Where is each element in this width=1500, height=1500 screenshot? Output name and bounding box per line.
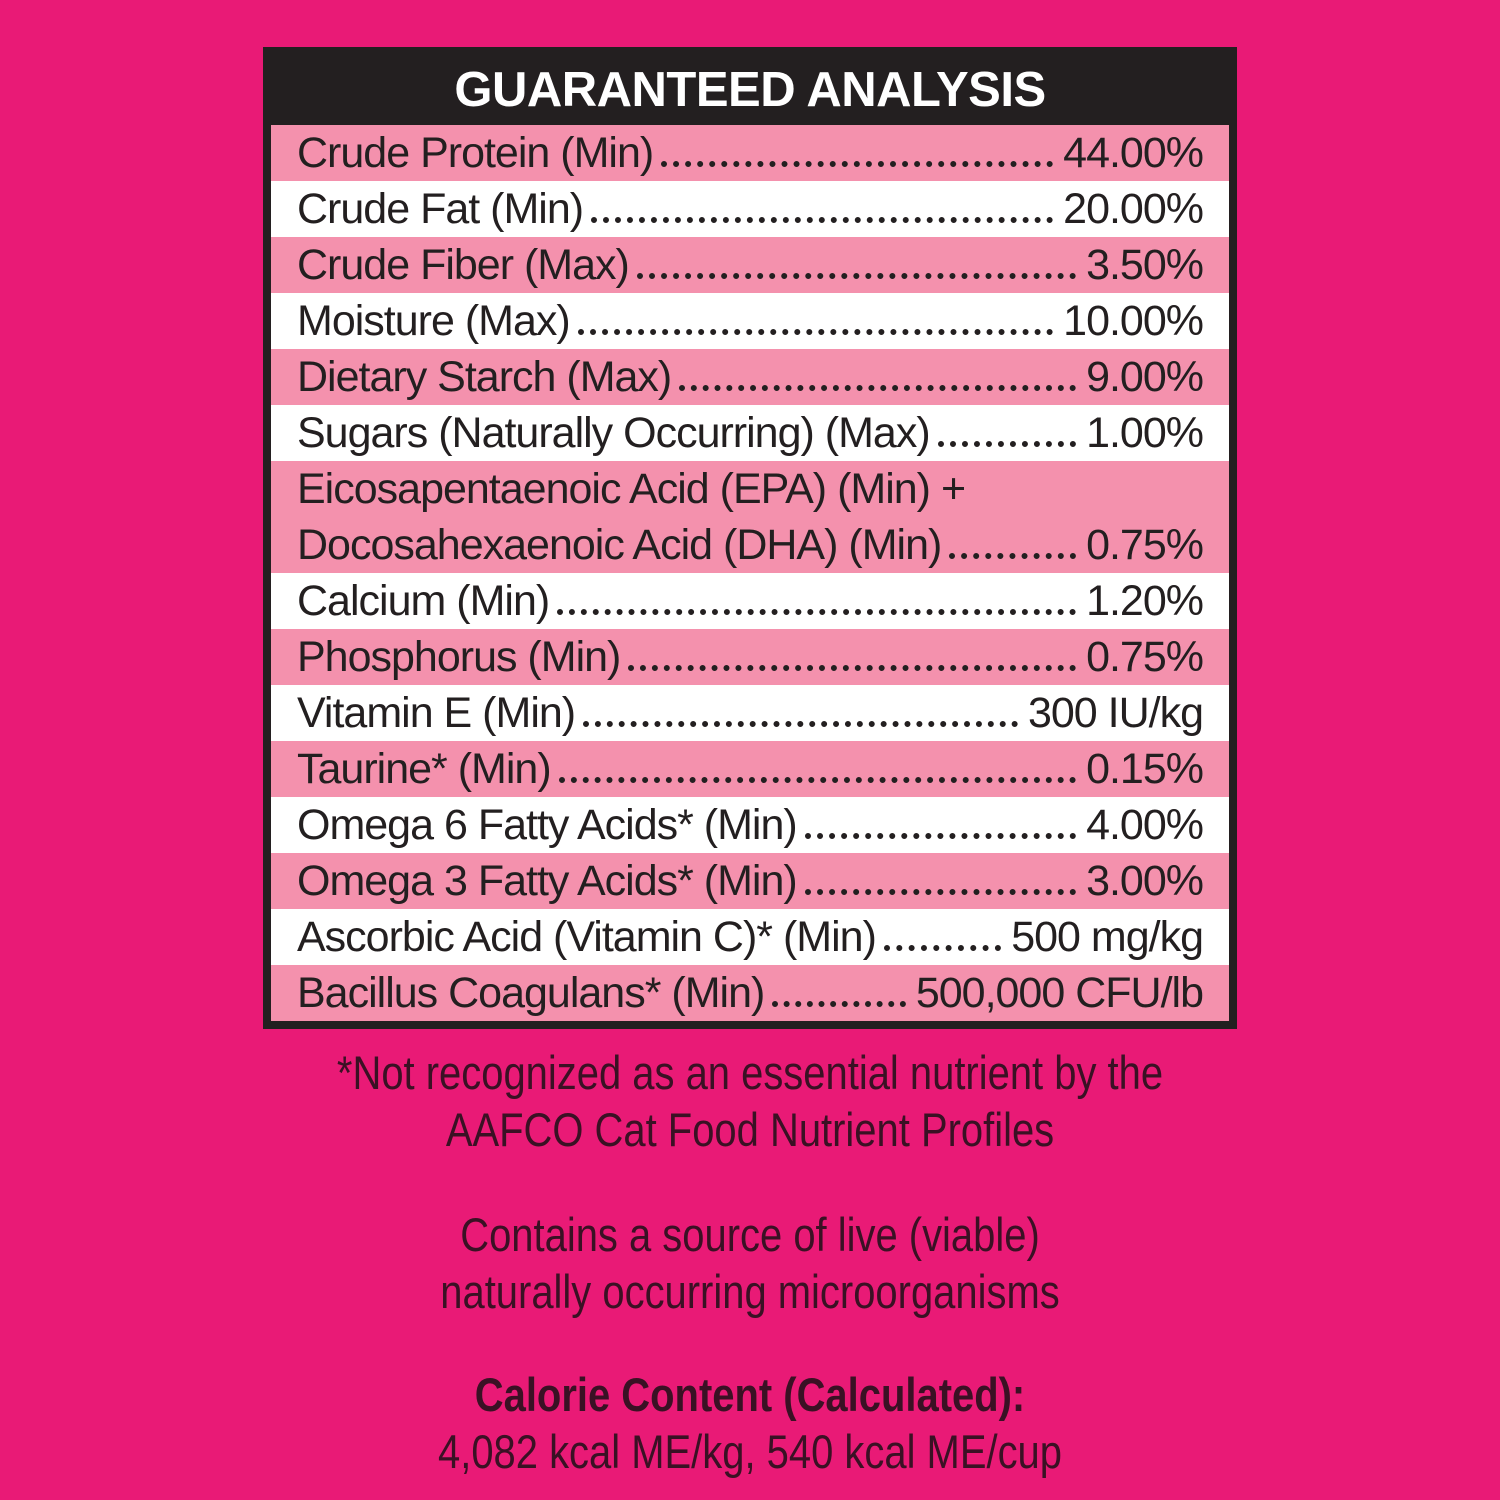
nutrient-value: 44.00% bbox=[1063, 129, 1204, 177]
nutrient-row-line: Vitamin E (Min) 300 IU/kg bbox=[271, 685, 1229, 741]
dot-leader bbox=[679, 385, 1077, 391]
nutrient-name: Sugars (Naturally Occurring) (Max) bbox=[297, 409, 931, 457]
nutrient-row-line: Sugars (Naturally Occurring) (Max) 1.00% bbox=[271, 405, 1229, 461]
nutrient-row-line: Eicosapentaenoic Acid (EPA) (Min) + bbox=[271, 461, 1229, 517]
nutrient-row-line: Crude Protein (Min) 44.00% bbox=[271, 125, 1229, 181]
nutrient-value: 20.00% bbox=[1063, 185, 1204, 233]
nutrient-row-line: Moisture (Max) 10.00% bbox=[271, 293, 1229, 349]
dot-leader bbox=[583, 721, 1018, 727]
nutrient-row-line: Calcium (Min) 1.20% bbox=[271, 573, 1229, 629]
dot-leader bbox=[661, 161, 1054, 167]
nutrient-row-line: Phosphorus (Min) 0.75% bbox=[271, 629, 1229, 685]
table-body: Crude Protein (Min) 44.00% Crude Fat (Min)… bbox=[271, 125, 1229, 1021]
microorganisms-note-line-2: naturally occurring microorganisms bbox=[440, 1265, 1060, 1318]
nutrient-row: Moisture (Max) 10.00% bbox=[271, 293, 1229, 349]
nutrient-name: Eicosapentaenoic Acid (EPA) (Min) + bbox=[297, 465, 966, 513]
dot-leader bbox=[557, 609, 1077, 615]
dot-leader bbox=[772, 1001, 906, 1007]
footnote-line-2: AAFCO Cat Food Nutrient Profiles bbox=[445, 1103, 1055, 1156]
nutrient-value: 300 IU/kg bbox=[1027, 689, 1204, 737]
nutrient-row-line: Crude Fat (Min) 20.00% bbox=[271, 181, 1229, 237]
dot-leader bbox=[577, 329, 1054, 335]
nutrient-value: 10.00% bbox=[1063, 297, 1204, 345]
nutrient-value: 0.75% bbox=[1086, 633, 1204, 681]
microorganisms-note: Contains a source of live (viable) natur… bbox=[0, 1206, 1500, 1320]
nutrient-row-line: Bacillus Coagulans* (Min) 500,000 CFU/lb bbox=[271, 965, 1229, 1021]
nutrient-row: Omega 3 Fatty Acids* (Min) 3.00% bbox=[271, 853, 1229, 909]
dot-leader bbox=[937, 441, 1077, 447]
nutrient-name: Crude Protein (Min) bbox=[297, 129, 654, 177]
nutrient-name: Bacillus Coagulans* (Min) bbox=[297, 969, 765, 1017]
microorganisms-note-line-1: Contains a source of live (viable) bbox=[460, 1208, 1040, 1261]
nutrient-value: 4.00% bbox=[1086, 801, 1204, 849]
nutrient-row: Taurine* (Min) 0.15% bbox=[271, 741, 1229, 797]
nutrient-value: 3.00% bbox=[1086, 857, 1204, 905]
nutrient-name: Vitamin E (Min) bbox=[297, 689, 576, 737]
nutrient-name: Ascorbic Acid (Vitamin C)* (Min) bbox=[297, 913, 877, 961]
nutrient-row-line: Dietary Starch (Max) 9.00% bbox=[271, 349, 1229, 405]
nutrient-row: Calcium (Min) 1.20% bbox=[271, 573, 1229, 629]
nutrient-row: Ascorbic Acid (Vitamin C)* (Min) 500 mg/k… bbox=[271, 909, 1229, 965]
nutrient-name: Crude Fat (Min) bbox=[297, 185, 584, 233]
nutrient-value: 0.15% bbox=[1086, 745, 1204, 793]
nutrient-row-line: Omega 3 Fatty Acids* (Min) 3.00% bbox=[271, 853, 1229, 909]
footnote-line-1: *Not recognized as an essential nutrient… bbox=[336, 1046, 1164, 1099]
nutrient-value: 9.00% bbox=[1086, 353, 1204, 401]
dot-leader bbox=[558, 777, 1077, 783]
nutrient-name: Phosphorus (Min) bbox=[297, 633, 621, 681]
dot-leader bbox=[883, 945, 1002, 951]
nutrient-row-line: Taurine* (Min) 0.15% bbox=[271, 741, 1229, 797]
nutrient-value: 0.75% bbox=[1086, 521, 1204, 569]
nutrient-value: 1.00% bbox=[1086, 409, 1204, 457]
nutrient-row: Sugars (Naturally Occurring) (Max) 1.00% bbox=[271, 405, 1229, 461]
nutrient-name: Omega 3 Fatty Acids* (Min) bbox=[297, 857, 798, 905]
nutrient-row: Omega 6 Fatty Acids* (Min) 4.00% bbox=[271, 797, 1229, 853]
dot-leader bbox=[636, 273, 1077, 279]
table-title: GUARANTEED ANALYSIS bbox=[271, 55, 1229, 125]
nutrient-value: 500,000 CFU/lb bbox=[915, 969, 1204, 1017]
dot-leader bbox=[804, 889, 1077, 895]
nutrient-name: Dietary Starch (Max) bbox=[297, 353, 672, 401]
dot-leader bbox=[628, 665, 1077, 671]
dot-leader bbox=[804, 833, 1077, 839]
nutrient-row: Dietary Starch (Max) 9.00% bbox=[271, 349, 1229, 405]
nutrient-row-line: Omega 6 Fatty Acids* (Min) 4.00% bbox=[271, 797, 1229, 853]
nutrient-row: Bacillus Coagulans* (Min) 500,000 CFU/lb bbox=[271, 965, 1229, 1021]
nutrient-name: Omega 6 Fatty Acids* (Min) bbox=[297, 801, 798, 849]
nutrient-row-line: Ascorbic Acid (Vitamin C)* (Min) 500 mg/k… bbox=[271, 909, 1229, 965]
aafco-footnote: *Not recognized as an essential nutrient… bbox=[0, 1044, 1500, 1158]
nutrient-row: Vitamin E (Min) 300 IU/kg bbox=[271, 685, 1229, 741]
nutrient-value: 3.50% bbox=[1086, 241, 1204, 289]
calorie-content-heading: Calorie Content (Calculated): bbox=[474, 1368, 1026, 1421]
nutrient-value: 500 mg/kg bbox=[1011, 913, 1204, 961]
calorie-content: Calorie Content (Calculated): 4,082 kcal… bbox=[0, 1366, 1500, 1480]
dot-leader bbox=[591, 217, 1054, 223]
nutrient-row: Crude Protein (Min) 44.00% bbox=[271, 125, 1229, 181]
nutrient-row: Crude Fiber (Max) 3.50% bbox=[271, 237, 1229, 293]
nutrient-name: Docosahexaenoic Acid (DHA) (Min) bbox=[297, 521, 942, 569]
nutrient-name: Calcium (Min) bbox=[297, 577, 550, 625]
nutrient-name: Crude Fiber (Max) bbox=[297, 241, 630, 289]
nutrient-row-line: Crude Fiber (Max) 3.50% bbox=[271, 237, 1229, 293]
nutrient-row: Eicosapentaenoic Acid (EPA) (Min) + Docos… bbox=[271, 461, 1229, 573]
guaranteed-analysis-table: GUARANTEED ANALYSIS Crude Protein (Min) 4… bbox=[263, 47, 1237, 1029]
nutrient-row-line: Docosahexaenoic Acid (DHA) (Min) 0.75% bbox=[271, 517, 1229, 573]
nutrient-value: 1.20% bbox=[1086, 577, 1204, 625]
nutrient-row: Phosphorus (Min) 0.75% bbox=[271, 629, 1229, 685]
nutrient-name: Taurine* (Min) bbox=[297, 745, 552, 793]
nutrient-name: Moisture (Max) bbox=[297, 297, 571, 345]
calorie-content-values: 4,082 kcal ME/kg, 540 kcal ME/cup bbox=[438, 1425, 1062, 1478]
dot-leader bbox=[949, 553, 1077, 559]
nutrient-row: Crude Fat (Min) 20.00% bbox=[271, 181, 1229, 237]
